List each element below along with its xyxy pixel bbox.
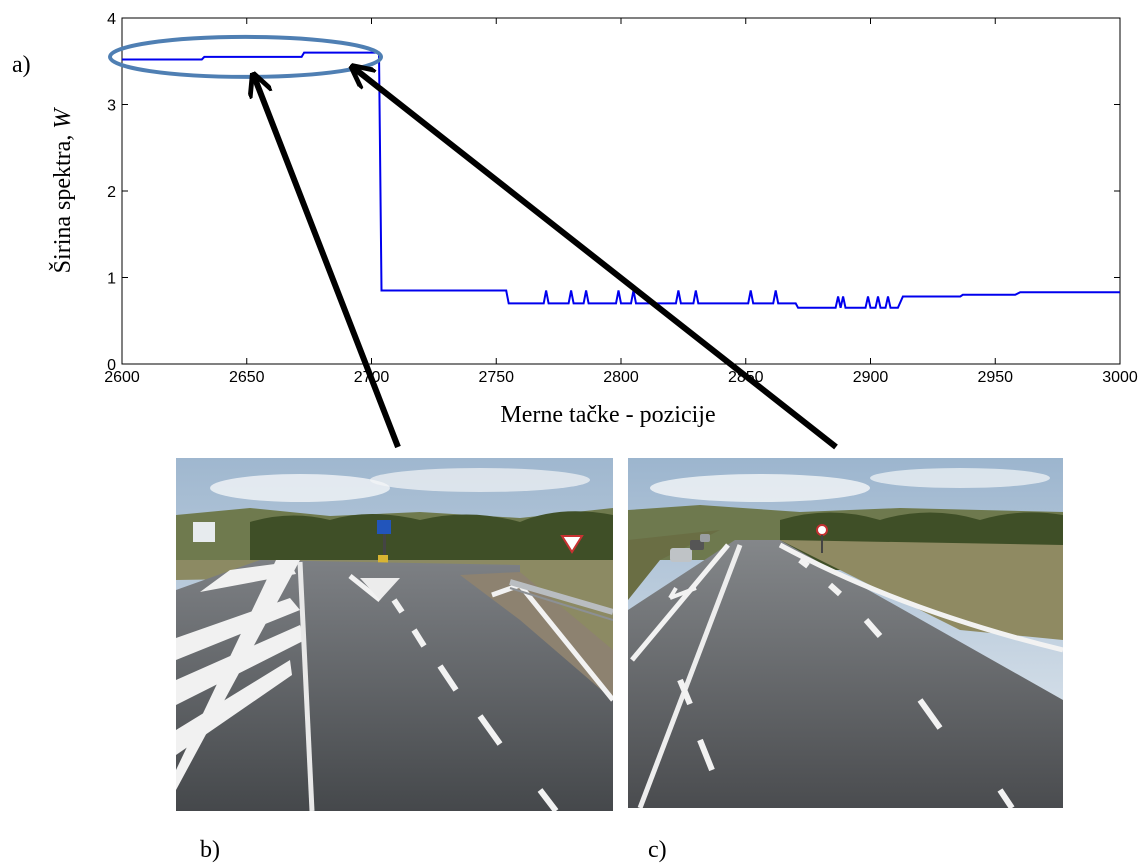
x-axis-ticks: 260026502700275028002850290029503000	[104, 18, 1138, 386]
spectrum-width-chart: 260026502700275028002850290029503000 012…	[12, 11, 1138, 428]
y-tick-label: 1	[107, 271, 116, 288]
arrow-to-photo-c	[354, 68, 838, 450]
x-tick-label: 2650	[229, 369, 265, 386]
y-tick-label: 0	[107, 357, 116, 374]
y-tick-label: 4	[107, 11, 116, 28]
x-tick-label: 2950	[977, 369, 1013, 386]
panel-label-b: b)	[200, 837, 220, 863]
series-line-0	[122, 51, 1120, 309]
x-tick-label: 2750	[478, 369, 514, 386]
panel-label-c: c)	[648, 837, 667, 863]
x-tick-label: 2600	[104, 369, 140, 386]
plot-area-frame	[121, 17, 1121, 365]
arrow-to-photo-b	[254, 77, 401, 449]
y-axis-label: Širina spektra, W	[49, 107, 76, 274]
y-tick-label: 2	[107, 184, 116, 201]
highlight-ellipse	[108, 34, 383, 79]
x-tick-label: 2800	[603, 369, 639, 386]
y-tick-label: 3	[107, 98, 116, 115]
x-tick-label: 2900	[853, 369, 889, 386]
series-group	[122, 51, 1120, 309]
pointer-arrows	[254, 68, 838, 450]
panel-label-a: a)	[12, 52, 31, 78]
x-axis-label: Merne tačke - pozicije	[500, 402, 715, 428]
photo-b-road-junction	[176, 458, 613, 811]
photo-c-road-curve	[628, 458, 1063, 808]
y-axis-ticks: 0 1 2 3 4	[107, 11, 1120, 374]
x-tick-label: 3000	[1102, 369, 1138, 386]
